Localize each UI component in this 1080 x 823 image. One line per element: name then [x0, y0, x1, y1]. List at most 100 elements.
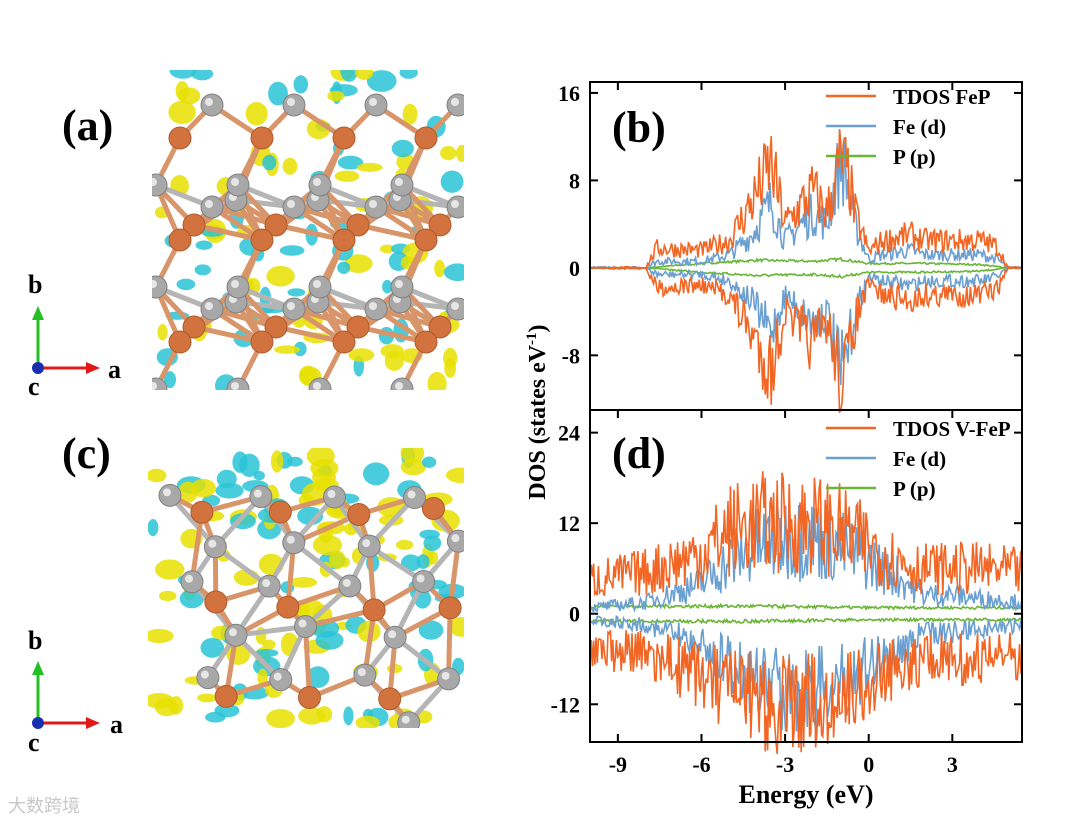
charge-lobe-cyan: [382, 279, 393, 294]
fe-atom: [414, 228, 438, 252]
charge-lobe-yellow: [329, 550, 346, 569]
charge-lobe-cyan: [366, 70, 397, 92]
atom-highlight: [369, 302, 377, 310]
charge-lobe-cyan: [423, 535, 442, 551]
atom-highlight: [262, 579, 271, 588]
atom-highlight: [451, 98, 459, 106]
x-tick-label: -3: [776, 752, 794, 777]
legend-label-b-1: Fe (d): [893, 115, 946, 139]
atom-highlight: [395, 178, 403, 186]
series-pp-up-b: [589, 256, 1023, 269]
fe-atom: [250, 330, 274, 354]
fe-atom: [428, 315, 452, 339]
y-tick-label-b: 16: [558, 81, 580, 106]
charge-lobe-yellow: [148, 468, 167, 483]
atom-highlight: [228, 628, 237, 637]
fe-atom: [182, 315, 206, 339]
fe-atom: [264, 315, 288, 339]
fe-atom: [214, 684, 238, 708]
y-tick-label-d: 12: [558, 511, 580, 536]
charge-lobe-yellow: [400, 458, 427, 476]
bond: [189, 509, 205, 585]
atom-highlight: [253, 489, 262, 498]
charge-lobe-yellow: [456, 144, 464, 162]
atom-highlight: [286, 535, 295, 544]
charge-lobe-yellow: [434, 259, 445, 278]
atom-highlight: [152, 280, 157, 288]
atom-highlight: [152, 382, 157, 390]
y-tick-label-d: 0: [569, 602, 580, 627]
charge-lobe-yellow: [274, 345, 300, 354]
fe-atom: [264, 213, 288, 237]
fe-atom: [346, 315, 370, 339]
atom-highlight: [287, 302, 295, 310]
atom-highlight: [231, 178, 239, 186]
panel-label-c: (c): [62, 429, 111, 478]
charge-lobe-cyan: [239, 453, 260, 477]
charge-lobe-cyan: [164, 371, 176, 389]
dos-plot-b: -8 0 8 16 TDOS FeP Fe (d) P (p): [558, 81, 1023, 414]
charge-lobe-cyan: [363, 462, 390, 486]
charge-lobe-yellow: [158, 590, 177, 601]
fe-atom: [250, 228, 274, 252]
atoms: [152, 93, 464, 390]
fe-atom: [297, 686, 321, 710]
charge-lobe-yellow: [282, 157, 298, 175]
x-tick-label: -9: [609, 752, 627, 777]
atom-highlight: [395, 382, 403, 390]
axis-a-label-c: a: [110, 710, 123, 739]
charge-lobe-yellow: [440, 146, 457, 161]
atom-highlight: [185, 574, 194, 583]
bond: [355, 222, 429, 243]
atom-highlight: [313, 382, 321, 390]
fe-atom: [168, 330, 192, 354]
y-tick-label-d: -12: [551, 692, 580, 717]
atom-highlight: [369, 200, 377, 208]
atom-highlight: [342, 578, 351, 587]
series-fed-down-d: [589, 615, 1023, 732]
atom-highlight: [451, 200, 459, 208]
x-axis-title: Energy (eV): [738, 780, 873, 809]
charge-lobe-yellow: [155, 559, 185, 580]
atom-highlight: [407, 490, 416, 499]
bond: [191, 222, 265, 243]
charge-lobe-yellow: [312, 534, 342, 556]
charge-lobe-yellow: [348, 348, 375, 362]
charge-lobe-yellow: [355, 715, 380, 728]
charge-lobe-cyan: [443, 263, 464, 281]
fe-atom: [332, 330, 356, 354]
charge-lobe-cyan: [340, 70, 359, 82]
charge-lobe-cyan: [169, 70, 197, 79]
charge-lobe-yellow: [266, 265, 295, 287]
atom-highlight: [298, 619, 307, 628]
fe-atom: [414, 330, 438, 354]
axis-c-label-c: c: [28, 728, 40, 757]
watermark: 大数跨境: [8, 796, 80, 817]
charge-lobe-yellow: [356, 162, 383, 172]
charge-lobe-yellow: [168, 100, 196, 124]
charge-lobe-cyan: [293, 75, 309, 94]
atom-highlight: [231, 382, 239, 390]
charge-lobe-yellow: [148, 628, 174, 644]
bond: [302, 624, 312, 701]
series-pp-down-d: [589, 616, 1023, 625]
atoms: [158, 483, 464, 728]
fe-atom: [276, 595, 300, 619]
charge-lobe-yellow: [354, 70, 374, 80]
charge-lobe-cyan: [421, 456, 437, 468]
atom-highlight: [205, 200, 213, 208]
x-tick-label: 3: [947, 752, 958, 777]
atom-highlight: [152, 178, 157, 186]
charge-lobe-cyan: [337, 261, 351, 274]
atom-highlight: [287, 200, 295, 208]
fe-atom: [332, 228, 356, 252]
charge-lobe-yellow: [334, 170, 360, 182]
fe-atom: [438, 596, 462, 620]
charge-lobe-cyan: [399, 70, 418, 79]
charge-lobe-cyan: [287, 288, 306, 297]
charge-lobe-cyan: [179, 589, 204, 609]
legend-label-d-0: TDOS V-FeP: [893, 417, 1011, 441]
charge-lobe-yellow: [197, 693, 217, 703]
axis-b-label-a: b: [28, 270, 43, 299]
